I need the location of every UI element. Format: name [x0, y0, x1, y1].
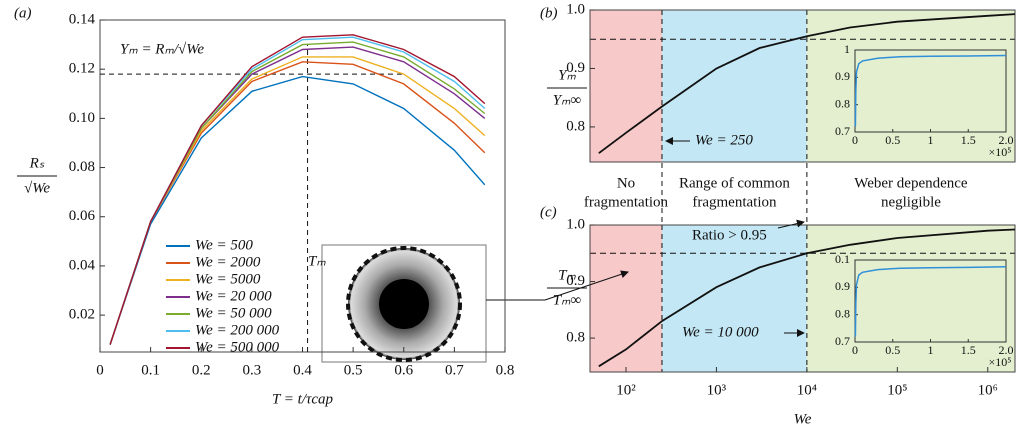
x-label: We — [794, 411, 812, 427]
y-tick-label: 0.9 — [835, 69, 850, 83]
y-tick-label: 0.8 — [566, 118, 585, 134]
region — [806, 225, 1015, 372]
x-tick-label: 0 — [96, 362, 104, 378]
y-tick-label: 0.04 — [69, 257, 96, 273]
series-line — [854, 54, 1007, 127]
droplet-image — [321, 244, 487, 363]
y-tick-label: 0.8 — [835, 306, 850, 320]
region-label: fragmentation — [692, 194, 777, 210]
x-tick-label: 2.0 — [999, 343, 1014, 357]
y-tick-label: 0.14 — [69, 11, 96, 27]
annotation: Ratio > 0.95 — [692, 227, 767, 243]
x-tick-label: 0.5 — [344, 362, 363, 378]
y-tick-label: 0.06 — [69, 208, 96, 224]
x-tick-label: 0.5 — [885, 343, 900, 357]
series-line — [598, 228, 1016, 368]
x-tick-label: 2.0 — [999, 133, 1014, 147]
annotation: Yₘ = Rₘ/√We — [120, 41, 204, 57]
annotation-arrow — [777, 219, 805, 229]
legend-label: We = 20 000 — [195, 288, 272, 304]
y-label-num: Yₘ — [558, 67, 576, 83]
x-tick-label: 1.5 — [961, 343, 976, 357]
x-tick-label: 0.2 — [192, 362, 211, 378]
x-label: T = t/τcap — [272, 391, 334, 407]
x-tick-label: 0.3 — [243, 362, 262, 378]
region — [590, 225, 662, 372]
x-tick-label: 0 — [852, 343, 858, 357]
y-tick-label: 0.7 — [835, 124, 850, 138]
panel-label: (b) — [540, 5, 558, 21]
series-line — [598, 13, 1016, 154]
region-label: negligible — [881, 194, 941, 210]
y-label-den: Yₘ∞ — [553, 92, 582, 108]
y-tick-label: 1 — [844, 42, 850, 56]
y-tick-label: 1.0 — [566, 1, 585, 17]
x-tick-label: 0.5 — [885, 133, 900, 147]
y-tick-label: 0.08 — [69, 159, 95, 175]
panel-label: (c) — [540, 204, 557, 220]
legend-label: We = 500 — [195, 237, 253, 253]
y-tick-label: 0.8 — [835, 96, 850, 110]
region — [806, 10, 1015, 162]
y-label-num: Tₘ — [558, 267, 576, 283]
y-tick-label: 0.12 — [69, 61, 95, 77]
annotation: We = 10 000 — [682, 324, 759, 340]
x-tick-label: 0 — [852, 133, 858, 147]
region-label: Range of common — [679, 175, 790, 191]
y-tick-label: 0.10 — [69, 110, 95, 126]
series-line — [109, 34, 486, 345]
x-multiplier: ×10⁵ — [989, 145, 1012, 159]
annotation: Tₘ — [308, 253, 326, 269]
y-label-den: Tₘ∞ — [553, 292, 582, 308]
region-label: Weber dependence — [854, 175, 968, 191]
series-line — [854, 266, 1007, 337]
y-tick-label: 0.7 — [835, 334, 850, 348]
y-tick-label: 0.9 — [566, 273, 585, 289]
x-tick-label: 0.1 — [141, 362, 160, 378]
x-tick-label: 0.8 — [496, 362, 515, 378]
y-tick-label: 0.1 — [835, 252, 850, 266]
region-label: fragmentation — [584, 194, 669, 210]
x-tick-label: 0.6 — [394, 362, 413, 378]
x-tick-label: 1 — [928, 343, 934, 357]
legend-label: We = 2000 — [195, 254, 261, 270]
region — [590, 10, 662, 162]
annotation: We = 250 — [695, 132, 753, 148]
x-tick-label: 0.7 — [445, 362, 464, 378]
y-tick-label: 0.9 — [835, 279, 850, 293]
legend-label: We = 5000 — [195, 271, 261, 287]
connector-arrow — [544, 270, 629, 301]
region — [661, 10, 807, 162]
y-tick-label: 0.02 — [69, 307, 95, 323]
y-tick-label: 0.9 — [566, 60, 585, 76]
x-tick-label: 10⁶ — [978, 382, 998, 398]
x-tick-label: 10² — [616, 382, 636, 398]
y-tick-label: 0.8 — [566, 330, 585, 346]
region-label: No — [617, 175, 635, 191]
x-tick-label: 0.4 — [293, 362, 312, 378]
legend-label: We = 200 000 — [195, 322, 280, 338]
x-tick-label: 10³ — [707, 382, 727, 398]
x-multiplier: ×10⁵ — [989, 355, 1012, 369]
legend-label: We = 500 000 — [195, 339, 280, 355]
x-tick-label: 1.5 — [961, 133, 976, 147]
panel-label: (a) — [14, 5, 32, 21]
series-line — [109, 75, 486, 345]
x-tick-label: 10⁴ — [797, 382, 817, 398]
y-label-den: √We — [24, 180, 50, 196]
legend-label: We = 50 000 — [195, 305, 272, 321]
region — [661, 225, 807, 372]
x-tick-label: 10⁵ — [887, 382, 907, 398]
plot-frame — [589, 9, 1016, 163]
x-tick-label: 1 — [928, 133, 934, 147]
y-tick-label: 1.0 — [566, 216, 585, 232]
y-label-num: Rₛ — [29, 155, 45, 171]
